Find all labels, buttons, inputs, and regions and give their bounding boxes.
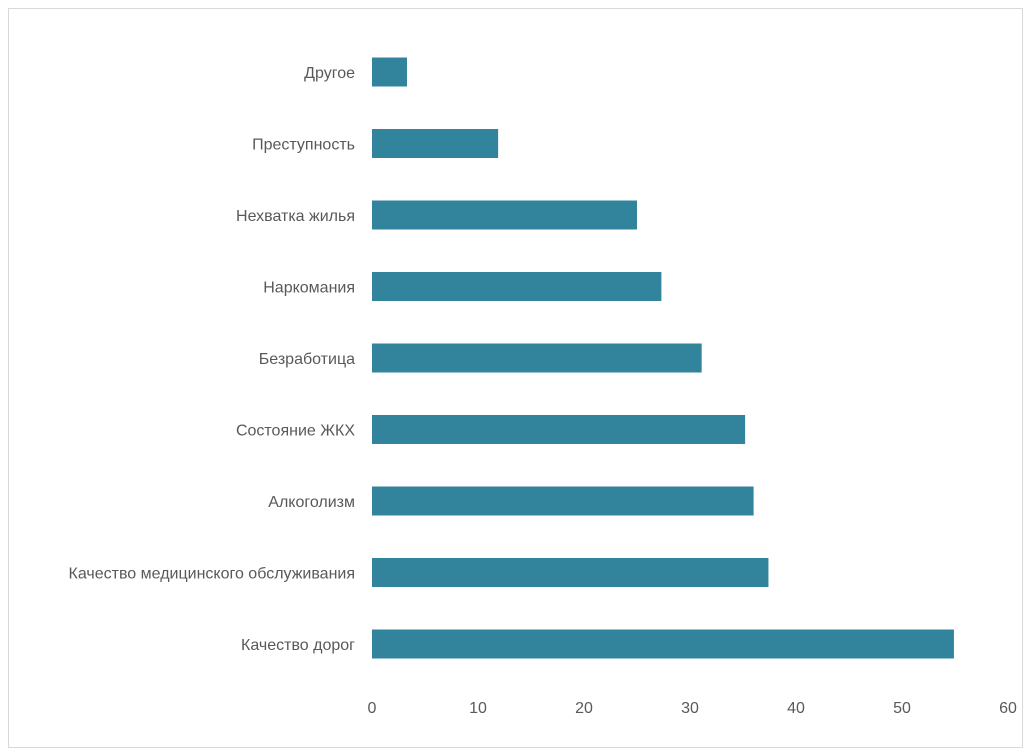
- category-label: Нехватка жилья: [236, 208, 355, 225]
- x-tick-label: 60: [999, 700, 1017, 717]
- category-label: Качество дорог: [241, 637, 355, 654]
- x-tick-label: 20: [575, 700, 593, 717]
- x-tick-label: 50: [893, 700, 911, 717]
- bar-5: [372, 415, 746, 444]
- bar-1: [372, 129, 499, 158]
- bar-3: [372, 272, 662, 301]
- category-label: Алкоголизм: [268, 494, 355, 511]
- bar-7: [372, 558, 769, 587]
- x-tick-label: 30: [681, 700, 699, 717]
- category-label: Преступность: [252, 137, 355, 154]
- x-tick-label: 0: [368, 700, 377, 717]
- category-label: Состояние ЖКХ: [236, 423, 355, 440]
- x-tick-label: 40: [787, 700, 805, 717]
- bar-0: [372, 57, 407, 87]
- bar-chart: Другое Преступность Нехватка жилья Наркоман…: [69, 57, 1017, 717]
- bars-layer: [372, 57, 954, 659]
- bar-4: [372, 343, 702, 373]
- bar-6: [372, 486, 754, 516]
- bar-8: [372, 629, 954, 659]
- category-label: Безработица: [259, 351, 355, 368]
- bar-2: [372, 200, 637, 230]
- chart-frame: [8, 8, 1023, 748]
- category-labels: Другое Преступность Нехватка жилья Наркоман…: [69, 65, 356, 654]
- x-tick-label: 10: [469, 700, 487, 717]
- x-axis-tick-labels: 0 10 20 30 40 50 60: [368, 700, 1017, 717]
- category-label: Наркомания: [263, 280, 355, 297]
- category-label: Качество медицинского обслуживания: [69, 566, 355, 583]
- category-label: Другое: [304, 65, 355, 82]
